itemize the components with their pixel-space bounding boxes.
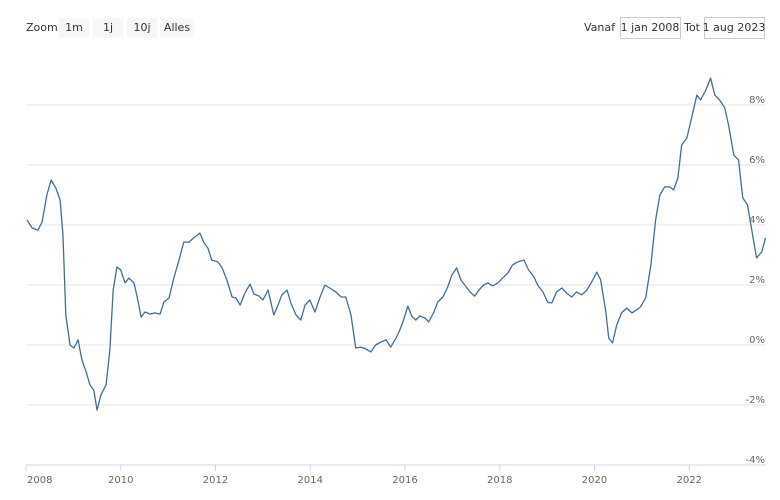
to-label: Tot [683, 21, 701, 34]
from-input[interactable] [620, 17, 681, 39]
y-tick-label: 6% [749, 155, 765, 166]
x-tick-label: 2022 [677, 475, 702, 486]
zoom-label: Zoom [26, 21, 58, 34]
zoom-button[interactable] [93, 18, 123, 38]
y-tick-label: 4% [749, 215, 765, 226]
y-tick-label: 0% [749, 335, 765, 346]
x-tick-label: 2018 [487, 475, 512, 486]
x-tick-label: 2010 [108, 475, 133, 486]
zoom-button[interactable] [59, 18, 89, 38]
y-tick-label: 8% [749, 95, 765, 106]
x-tick-label: 2012 [203, 475, 228, 486]
to-input[interactable] [704, 17, 765, 39]
zoom-button-label[interactable]: Alles [164, 21, 190, 34]
from-value[interactable]: 1 jan 2008 [621, 21, 680, 34]
x-tick-label: 2020 [582, 475, 607, 486]
x-tick-label: 2016 [392, 475, 417, 486]
zoom-button[interactable] [127, 18, 157, 38]
x-tick-label: 2014 [298, 475, 323, 486]
zoom-button[interactable] [160, 18, 194, 38]
from-label: Vanaf [584, 21, 616, 34]
to-value[interactable]: 1 aug 2023 [703, 21, 766, 34]
y-tick-label: -2% [746, 395, 765, 406]
range-selector: Zoom 1m 1j 10j Alles Vanaf 1 jan 2008 To… [26, 17, 766, 39]
y-tick-label: -4% [746, 455, 765, 466]
zoom-button-label[interactable]: 10j [133, 21, 150, 34]
zoom-button-label[interactable]: 1j [103, 21, 113, 34]
zoom-button-label[interactable]: 1m [65, 21, 83, 34]
x-tick-label: 2008 [27, 475, 52, 486]
series-line [26, 77, 767, 411]
y-tick-label: 2% [749, 275, 765, 286]
